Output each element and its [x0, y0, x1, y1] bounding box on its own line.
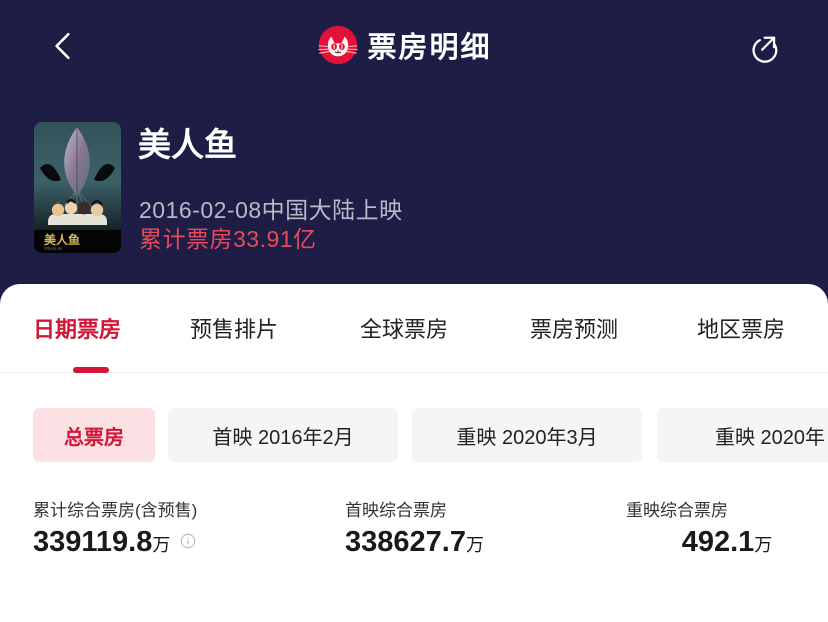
svg-text:美人鱼: 美人鱼 [44, 232, 80, 247]
svg-text:中国大陆上映: 中国大陆上映 [44, 246, 62, 251]
